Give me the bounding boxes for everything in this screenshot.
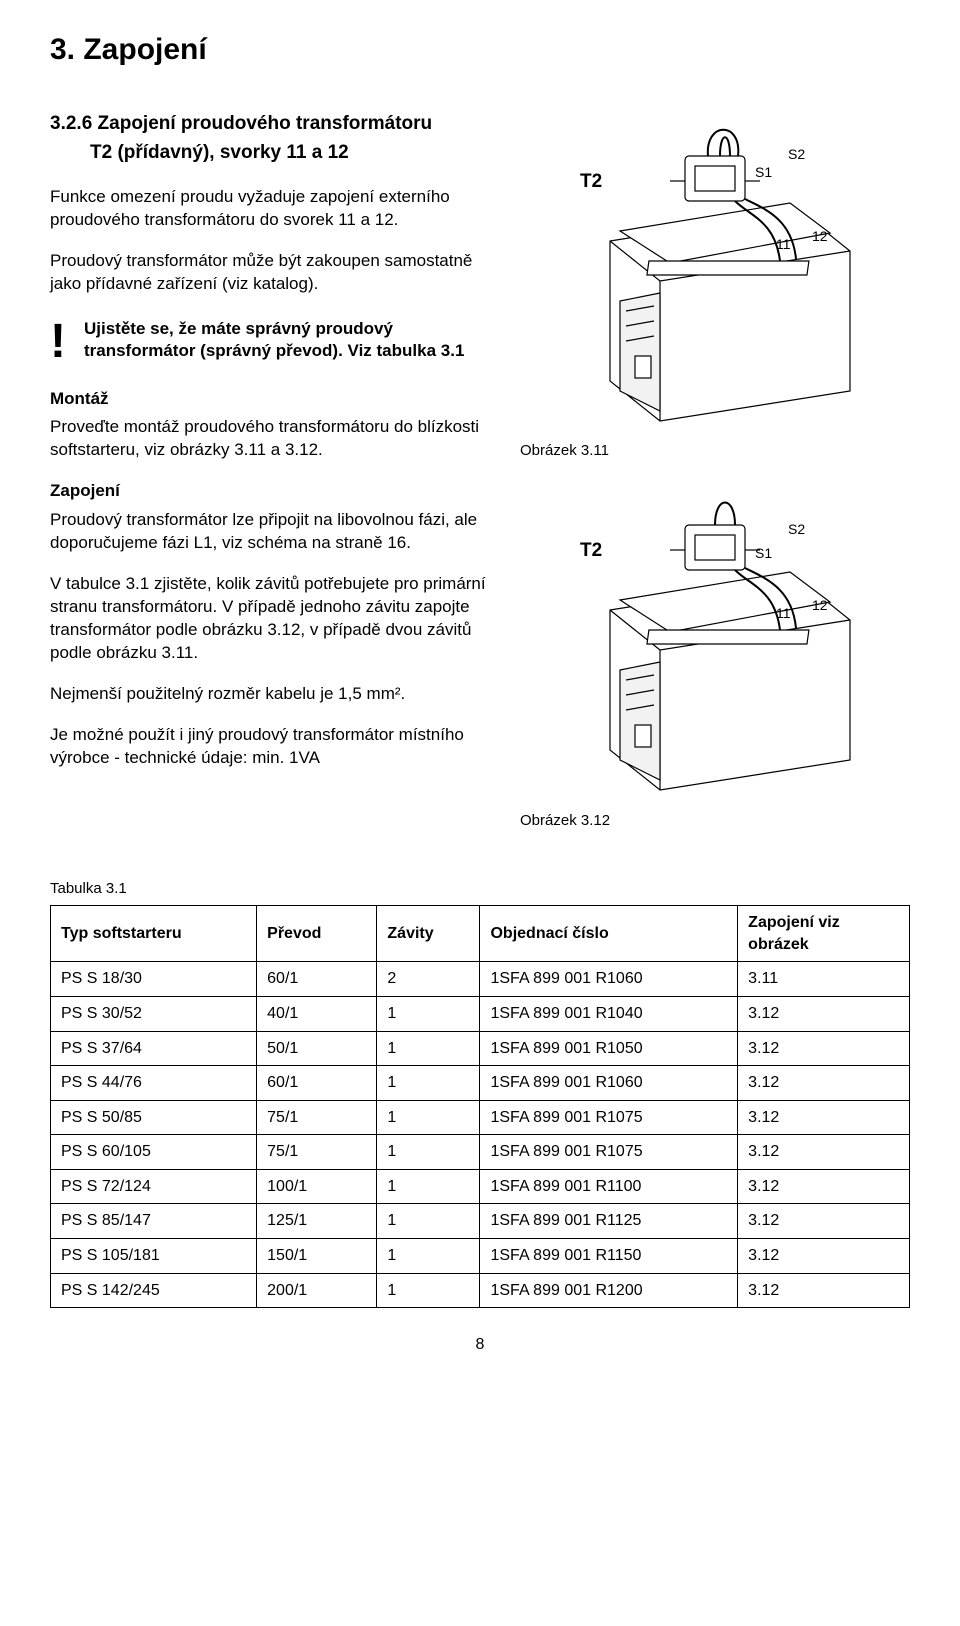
table-cell: 1SFA 899 001 R1075 <box>480 1135 738 1170</box>
warning-box: ! Ujistěte se, že máte správný proudový … <box>50 318 490 366</box>
table-cell: 3.12 <box>738 1204 910 1239</box>
table-cell: 1 <box>377 1169 480 1204</box>
table-cell: 1 <box>377 996 480 1031</box>
table-cell: 3.12 <box>738 1135 910 1170</box>
table-cell: 1SFA 899 001 R1060 <box>480 1066 738 1101</box>
table-header: Typ softstarteru <box>51 906 257 962</box>
table-cell: 1SFA 899 001 R1050 <box>480 1031 738 1066</box>
label-s1-b: S1 <box>755 545 772 561</box>
figure-3-11: T2 S1 S2 11 12 Obrázek 3.11 <box>520 111 900 462</box>
table-cell: 150/1 <box>257 1239 377 1274</box>
subsection-number: 3.2.6 Zapojení proudového transformátoru <box>50 111 490 137</box>
table-cell: PS S 37/64 <box>51 1031 257 1066</box>
warning-icon: ! <box>50 318 66 366</box>
table-cell: 60/1 <box>257 962 377 997</box>
montaz-text: Proveďte montáž proudového transformátor… <box>50 416 490 462</box>
zapojeni-p3: Nejmenší použitelný rozměr kabelu je 1,5… <box>50 683 490 706</box>
table-cell: 3.12 <box>738 1169 910 1204</box>
table-cell: 1 <box>377 1031 480 1066</box>
table-row: PS S 142/245200/111SFA 899 001 R12003.12 <box>51 1273 910 1308</box>
table-cell: 1SFA 899 001 R1075 <box>480 1100 738 1135</box>
table-cell: 125/1 <box>257 1204 377 1239</box>
table-cell: 1 <box>377 1135 480 1170</box>
page-number: 8 <box>50 1334 910 1356</box>
table-header: Objednací číslo <box>480 906 738 962</box>
table-row: PS S 105/181150/111SFA 899 001 R11503.12 <box>51 1239 910 1274</box>
table-cell: PS S 142/245 <box>51 1273 257 1308</box>
table-label: Tabulka 3.1 <box>50 879 910 899</box>
table-row: PS S 60/10575/111SFA 899 001 R10753.12 <box>51 1135 910 1170</box>
table-row: PS S 37/6450/111SFA 899 001 R10503.12 <box>51 1031 910 1066</box>
transformer-table: Typ softstarteruPřevodZávityObjednací čí… <box>50 905 910 1308</box>
label-12: 12 <box>812 228 828 244</box>
table-header: Převod <box>257 906 377 962</box>
para-function: Funkce omezení proudu vyžaduje zapojení … <box>50 186 490 232</box>
table-cell: 1SFA 899 001 R1040 <box>480 996 738 1031</box>
table-row: PS S 18/3060/121SFA 899 001 R10603.11 <box>51 962 910 997</box>
label-t2-b: T2 <box>580 540 602 561</box>
label-11: 11 <box>776 236 791 252</box>
para-purchase: Proudový transformátor může být zakoupen… <box>50 250 490 296</box>
label-s1: S1 <box>755 164 772 180</box>
table-cell: 3.12 <box>738 996 910 1031</box>
table-cell: 1 <box>377 1239 480 1274</box>
table-cell: 3.12 <box>738 1100 910 1135</box>
label-s2-b: S2 <box>788 521 805 537</box>
figure-3-11-label: Obrázek 3.11 <box>520 441 900 461</box>
montaz-heading: Montáž <box>50 388 490 411</box>
table-cell: 75/1 <box>257 1100 377 1135</box>
figure-3-12-label: Obrázek 3.12 <box>520 811 900 831</box>
table-cell: 3.12 <box>738 1239 910 1274</box>
device-diagram-2: T2 S1 S2 11 12 <box>520 480 880 800</box>
table-cell: 1 <box>377 1273 480 1308</box>
table-row: PS S 44/7660/111SFA 899 001 R10603.12 <box>51 1066 910 1101</box>
table-cell: 200/1 <box>257 1273 377 1308</box>
table-cell: 3.12 <box>738 1066 910 1101</box>
table-cell: 1SFA 899 001 R1060 <box>480 962 738 997</box>
label-s2: S2 <box>788 146 805 162</box>
table-cell: 1SFA 899 001 R1200 <box>480 1273 738 1308</box>
device-diagram-1: T2 S1 S2 11 12 <box>520 111 880 431</box>
table-cell: 40/1 <box>257 996 377 1031</box>
table-row: PS S 30/5240/111SFA 899 001 R10403.12 <box>51 996 910 1031</box>
table-cell: 3.11 <box>738 962 910 997</box>
table-cell: 2 <box>377 962 480 997</box>
table-cell: 1SFA 899 001 R1125 <box>480 1204 738 1239</box>
page-heading: 3. Zapojení <box>50 30 910 71</box>
table-cell: 1SFA 899 001 R1100 <box>480 1169 738 1204</box>
table-cell: PS S 72/124 <box>51 1169 257 1204</box>
table-cell: 1 <box>377 1066 480 1101</box>
table-cell: 100/1 <box>257 1169 377 1204</box>
table-cell: PS S 44/76 <box>51 1066 257 1101</box>
table-cell: PS S 30/52 <box>51 996 257 1031</box>
table-cell: 60/1 <box>257 1066 377 1101</box>
subsection-subtitle: T2 (přídavný), svorky 11 a 12 <box>50 140 490 166</box>
table-cell: 75/1 <box>257 1135 377 1170</box>
table-row: PS S 85/147125/111SFA 899 001 R11253.12 <box>51 1204 910 1239</box>
table-cell: 1 <box>377 1100 480 1135</box>
label-t2: T2 <box>580 171 602 192</box>
figure-3-12: T2 S1 S2 11 12 Obrázek 3.12 <box>520 480 900 831</box>
table-cell: PS S 105/181 <box>51 1239 257 1274</box>
table-cell: PS S 18/30 <box>51 962 257 997</box>
table-cell: PS S 85/147 <box>51 1204 257 1239</box>
table-header: Zapojení viz obrázek <box>738 906 910 962</box>
table-cell: 50/1 <box>257 1031 377 1066</box>
table-row: PS S 50/8575/111SFA 899 001 R10753.12 <box>51 1100 910 1135</box>
table-cell: 3.12 <box>738 1273 910 1308</box>
warning-text: Ujistěte se, že máte správný proudový tr… <box>84 318 490 364</box>
zapojeni-p2: V tabulce 3.1 zjistěte, kolik závitů pot… <box>50 573 490 665</box>
table-row: PS S 72/124100/111SFA 899 001 R11003.12 <box>51 1169 910 1204</box>
table-cell: 1 <box>377 1204 480 1239</box>
table-cell: 3.12 <box>738 1031 910 1066</box>
zapojeni-p1: Proudový transformátor lze připojit na l… <box>50 509 490 555</box>
zapojeni-p4: Je možné použít i jiný proudový transfor… <box>50 724 490 770</box>
zapojeni-heading: Zapojení <box>50 480 490 503</box>
table-header: Závity <box>377 906 480 962</box>
label-11-b: 11 <box>776 605 791 621</box>
table-cell: 1SFA 899 001 R1150 <box>480 1239 738 1274</box>
table-cell: PS S 60/105 <box>51 1135 257 1170</box>
label-12-b: 12 <box>812 597 828 613</box>
table-cell: PS S 50/85 <box>51 1100 257 1135</box>
